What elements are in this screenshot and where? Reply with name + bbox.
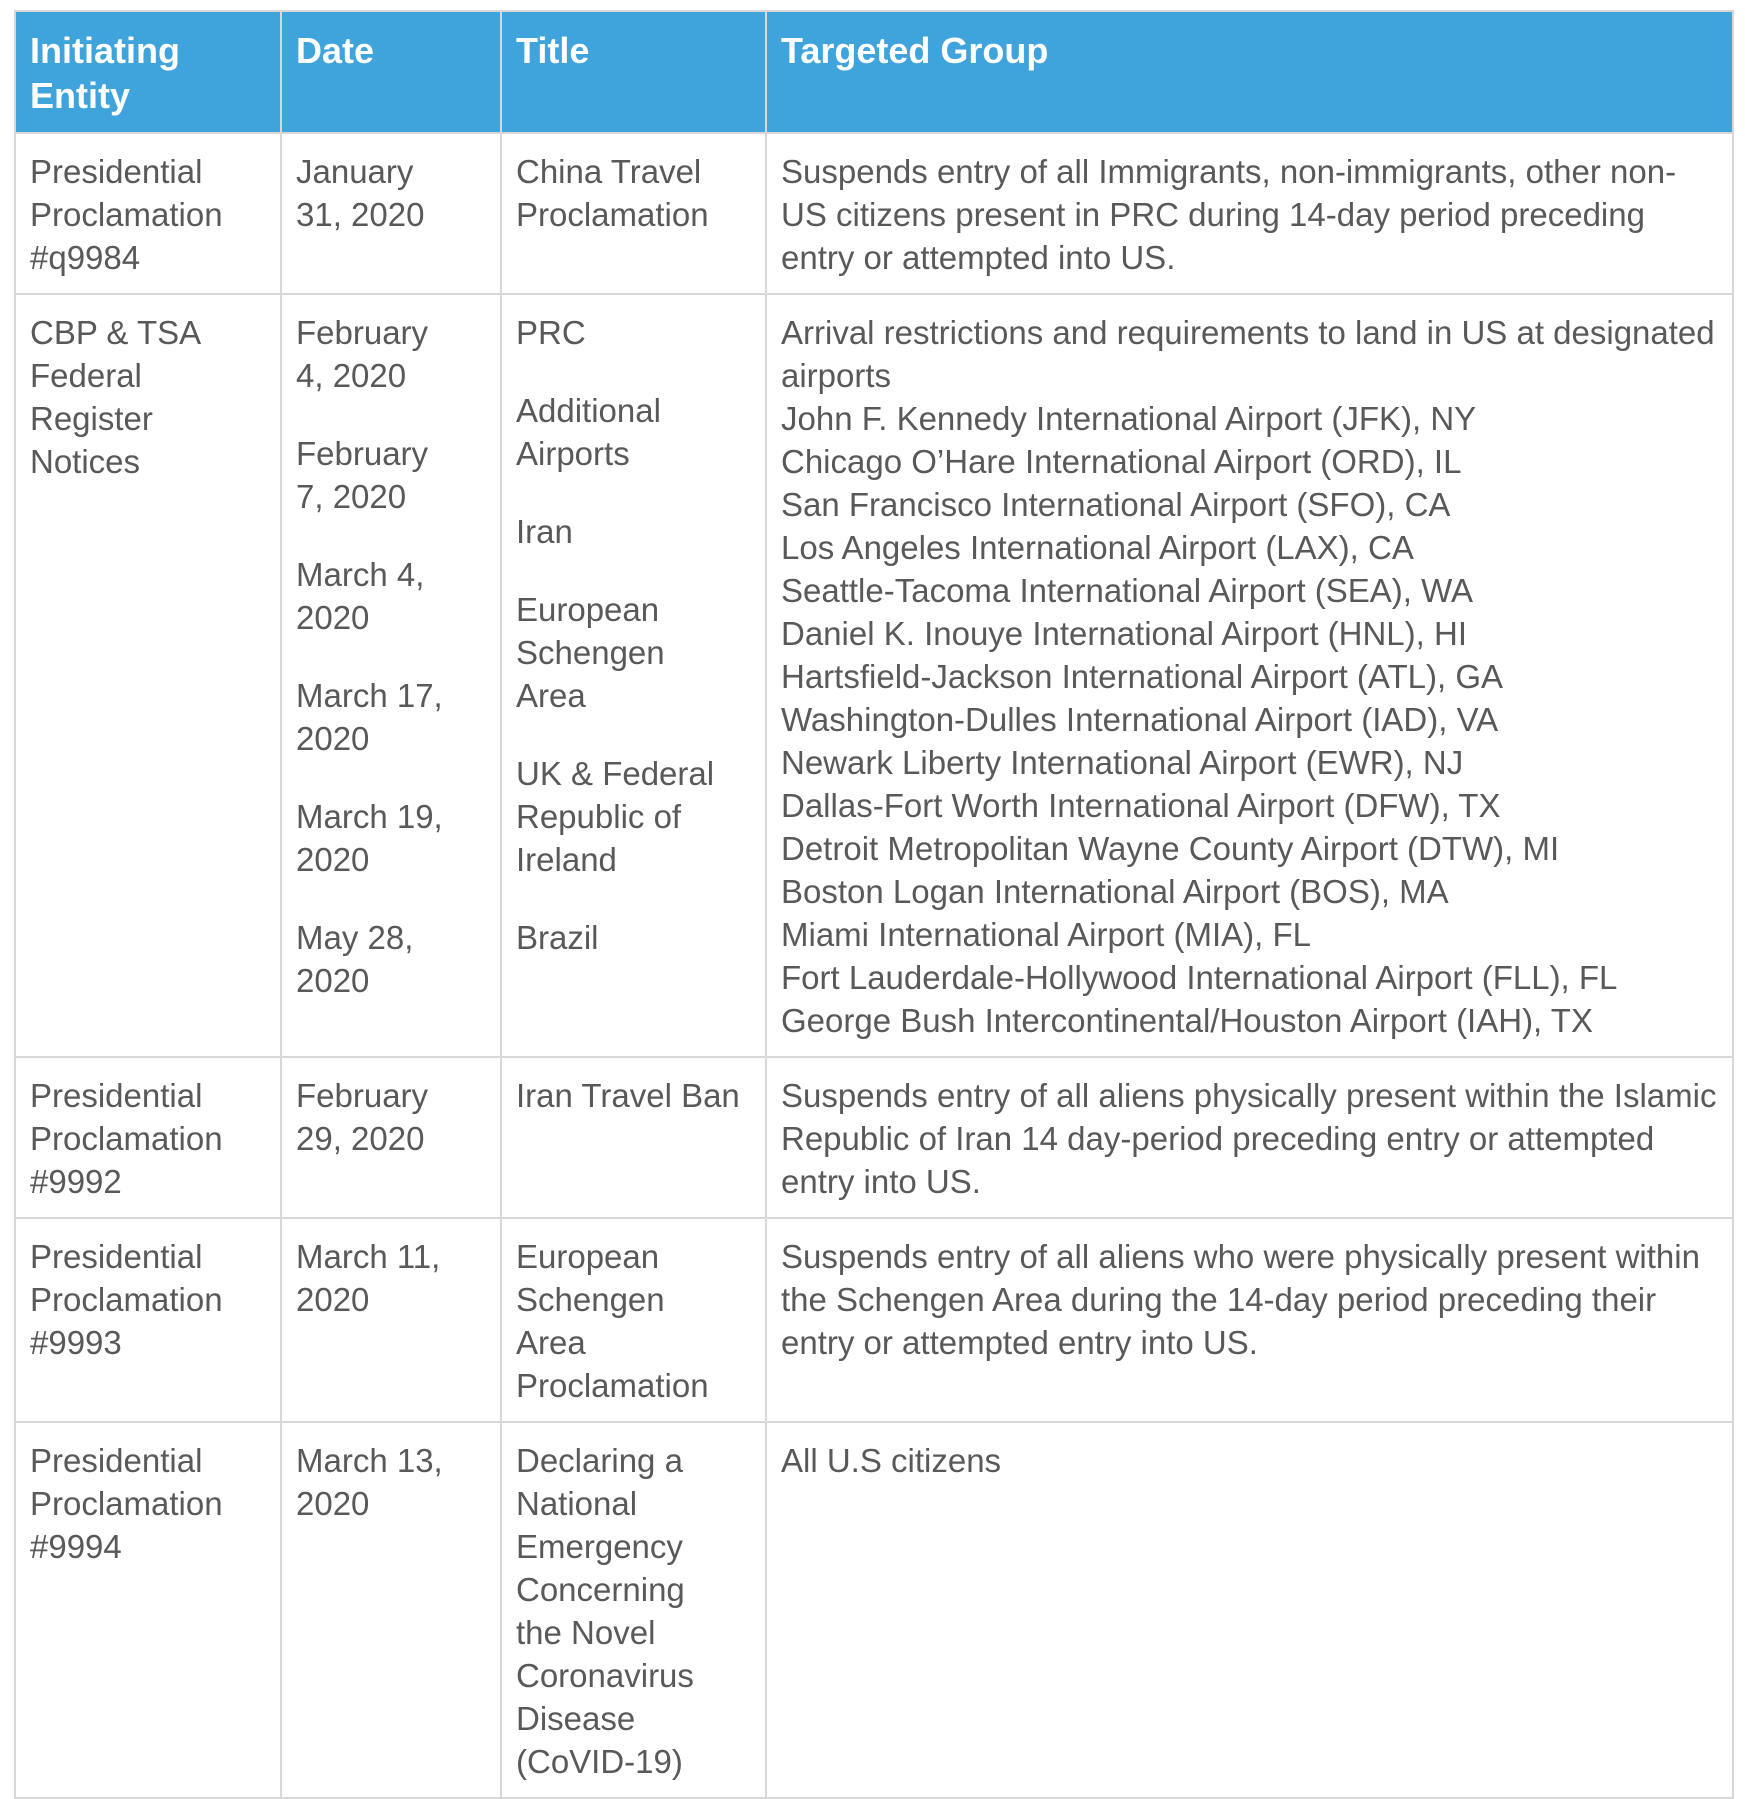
entity-text: CBP & TSA Federal Register Notices	[30, 314, 200, 480]
date-text: February 7, 2020	[296, 435, 429, 515]
cell-date: March 11, 2020	[280, 1217, 502, 1423]
table-header: Initiating Entity Date Title Targeted Gr…	[14, 10, 1734, 134]
airport-list-item: Fort Lauderdale-Hollywood International …	[781, 959, 1618, 996]
date-text: January 31, 2020	[296, 153, 425, 233]
title-text: Iran Travel Ban	[516, 1077, 740, 1114]
title-stack: China Travel Proclamation	[516, 150, 752, 236]
airport-list-item: Boston Logan International Airport (BOS)…	[781, 873, 1449, 910]
date-stack: March 11, 2020	[296, 1235, 487, 1321]
date-stack: February 4, 2020 February 7, 2020 March …	[296, 311, 487, 1002]
table-row-9994: Presidential Proclamation #9994 March 13…	[14, 1421, 1734, 1799]
covid-travel-restrictions-table: Initiating Entity Date Title Targeted Gr…	[14, 10, 1734, 1799]
table-row-9992: Presidential Proclamation #9992 February…	[14, 1056, 1734, 1219]
date-stack: March 13, 2020	[296, 1439, 487, 1525]
entity-text: Presidential Proclamation #9993	[30, 1238, 223, 1361]
table-row-9993: Presidential Proclamation #9993 March 11…	[14, 1217, 1734, 1423]
targeted-text: Arrival restrictions and requirements to…	[781, 314, 1715, 394]
date-text: February 29, 2020	[296, 1077, 429, 1157]
title-text: PRC	[516, 314, 586, 351]
cell-title: Declaring a National Emergency Concernin…	[500, 1421, 767, 1799]
cell-entity: Presidential Proclamation #q9984	[14, 132, 282, 295]
targeted-text: Suspends entry of all aliens who were ph…	[781, 1238, 1700, 1361]
date-text: March 13, 2020	[296, 1442, 443, 1522]
airport-list-item: Seattle-Tacoma International Airport (SE…	[781, 572, 1474, 609]
airport-list-item: Dallas-Fort Worth International Airport …	[781, 787, 1501, 824]
entity-text: Presidential Proclamation #9992	[30, 1077, 223, 1200]
cell-date: January 31, 2020	[280, 132, 502, 295]
date-text: March 11, 2020	[296, 1238, 441, 1318]
title-stack: Declaring a National Emergency Concernin…	[516, 1439, 752, 1783]
table-container: Initiating Entity Date Title Targeted Gr…	[14, 10, 1734, 1799]
date-text: March 17, 2020	[296, 677, 443, 757]
title-stack: European Schengen Area Proclamation	[516, 1235, 752, 1407]
date-text: March 19, 2020	[296, 798, 443, 878]
cell-date: February 4, 2020 February 7, 2020 March …	[280, 293, 502, 1058]
airport-list-item: San Francisco International Airport (SFO…	[781, 486, 1451, 523]
cell-title: Iran Travel Ban	[500, 1056, 767, 1219]
header-row: Initiating Entity Date Title Targeted Gr…	[14, 10, 1734, 134]
title-text: Additional Airports	[516, 392, 661, 472]
cell-targeted-group: Suspends entry of all aliens physically …	[765, 1056, 1734, 1219]
airport-list-item: Washington-Dulles International Airport …	[781, 701, 1499, 738]
table-row-cbp-tsa: CBP & TSA Federal Register Notices Febru…	[14, 293, 1734, 1058]
cell-entity: CBP & TSA Federal Register Notices	[14, 293, 282, 1058]
cell-entity: Presidential Proclamation #9993	[14, 1217, 282, 1423]
date-text: February 4, 2020	[296, 314, 429, 394]
airport-list-item: Miami International Airport (MIA), FL	[781, 916, 1311, 953]
entity-text: Presidential Proclamation #q9984	[30, 153, 223, 276]
date-text: May 28, 2020	[296, 919, 414, 999]
airport-list-item: Daniel K. Inouye International Airport (…	[781, 615, 1467, 652]
airport-list-item: Hartsfield-Jackson International Airport…	[781, 658, 1504, 695]
airport-list-item: John F. Kennedy International Airport (J…	[781, 400, 1477, 437]
table-body: Presidential Proclamation #q9984 January…	[14, 132, 1734, 1799]
targeted-text: Suspends entry of all Immigrants, non-im…	[781, 153, 1677, 276]
cell-title: China Travel Proclamation	[500, 132, 767, 295]
airport-list-item: George Bush Intercontinental/Houston Air…	[781, 1002, 1593, 1039]
date-stack: January 31, 2020	[296, 150, 487, 236]
cell-date: March 13, 2020	[280, 1421, 502, 1799]
date-stack: February 29, 2020	[296, 1074, 487, 1160]
column-header-title: Title	[500, 10, 767, 134]
title-stack: PRC Additional Airports Iran European Sc…	[516, 311, 752, 959]
title-text: UK & Federal Republic of Ireland	[516, 755, 715, 878]
date-text: March 4, 2020	[296, 556, 425, 636]
airport-list-item: Newark Liberty International Airport (EW…	[781, 744, 1464, 781]
title-text: Brazil	[516, 919, 599, 956]
title-text: Iran	[516, 513, 573, 550]
cell-title: European Schengen Area Proclamation	[500, 1217, 767, 1423]
cell-targeted-group: Suspends entry of all aliens who were ph…	[765, 1217, 1734, 1423]
document-page: Initiating Entity Date Title Targeted Gr…	[14, 10, 1734, 1799]
title-text: Declaring a National Emergency Concernin…	[516, 1442, 694, 1780]
targeted-text: All U.S citizens	[781, 1442, 1002, 1479]
column-header-targeted-group: Targeted Group	[765, 10, 1734, 134]
cell-date: February 29, 2020	[280, 1056, 502, 1219]
cell-entity: Presidential Proclamation #9994	[14, 1421, 282, 1799]
column-header-initiating-entity: Initiating Entity	[14, 10, 282, 134]
table-row-q9984: Presidential Proclamation #q9984 January…	[14, 132, 1734, 295]
cell-entity: Presidential Proclamation #9992	[14, 1056, 282, 1219]
title-stack: Iran Travel Ban	[516, 1074, 752, 1117]
airport-list-item: Los Angeles International Airport (LAX),…	[781, 529, 1414, 566]
title-text: European Schengen Area Proclamation	[516, 1238, 709, 1404]
column-header-date: Date	[280, 10, 502, 134]
entity-text: Presidential Proclamation #9994	[30, 1442, 223, 1565]
title-text: European Schengen Area	[516, 591, 665, 714]
airport-list-item: Detroit Metropolitan Wayne County Airpor…	[781, 830, 1560, 867]
cell-targeted-group: Suspends entry of all Immigrants, non-im…	[765, 132, 1734, 295]
airport-list-item: Chicago O’Hare International Airport (OR…	[781, 443, 1462, 480]
cell-title: PRC Additional Airports Iran European Sc…	[500, 293, 767, 1058]
cell-targeted-group: All U.S citizens	[765, 1421, 1734, 1799]
cell-targeted-group: Arrival restrictions and requirements to…	[765, 293, 1734, 1058]
targeted-text: Suspends entry of all aliens physically …	[781, 1077, 1717, 1200]
title-text: China Travel Proclamation	[516, 153, 709, 233]
